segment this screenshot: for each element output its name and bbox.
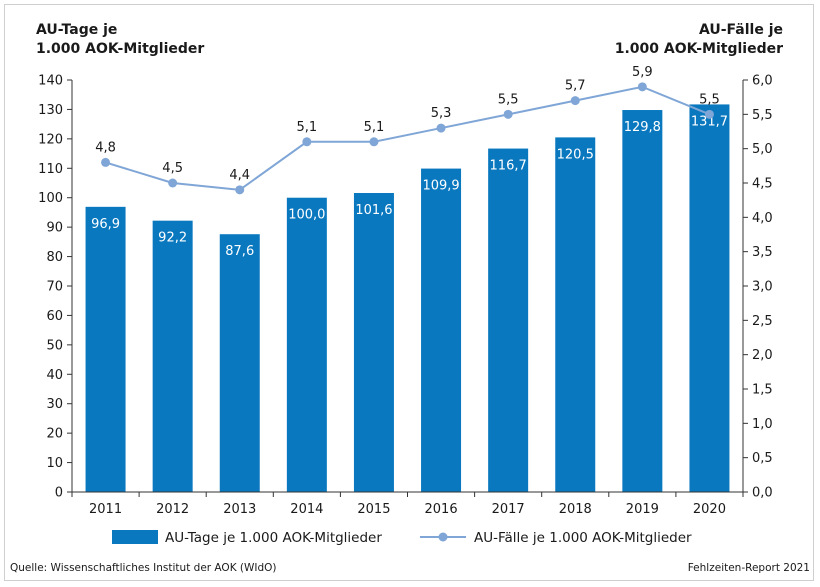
x-tick-label-2016: 2016 — [425, 502, 458, 517]
y-left-tick-label-40: 40 — [46, 368, 63, 383]
bar-label-2014: 100,0 — [288, 208, 325, 223]
line-point-label-2020: 5,5 — [699, 92, 720, 107]
bar-label-2011: 96,9 — [91, 217, 120, 232]
y-left-tick-label-0: 0 — [55, 486, 63, 501]
footer: Quelle: Wissenschaftliches Institut der … — [10, 562, 810, 574]
legend-label-bars: AU-Tage je 1.000 AOK-Mitglieder — [165, 530, 382, 546]
y-left-tick-label-70: 70 — [46, 280, 63, 295]
x-tick-label-2015: 2015 — [357, 502, 390, 517]
bar-label-2016: 109,9 — [422, 179, 459, 194]
legend: AU-Tage je 1.000 AOK-Mitglieder AU-Fälle… — [112, 530, 692, 546]
legend-swatch-bar — [112, 530, 158, 544]
bar-2014 — [286, 197, 327, 492]
x-tick-label-2019: 2019 — [626, 502, 659, 517]
line-series: 4,8 4,5 4,4 5,1 5,1 5,3 5,5 5,7 5,9 5,5 — [95, 65, 720, 195]
bar-2016 — [421, 168, 462, 492]
y-left-title-line-2: 1.000 AOK-Mitglieder — [36, 41, 204, 57]
bar-label-2020: 131,7 — [691, 114, 728, 129]
y-right-tick-label-5: 5,0 — [752, 142, 773, 157]
bar-2018 — [555, 137, 596, 492]
y-left-tick-label-50: 50 — [46, 338, 63, 353]
x-tick-label-2012: 2012 — [156, 502, 189, 517]
bar-2020 — [689, 104, 730, 492]
y-right-title-line-2: 1.000 AOK-Mitglieder — [615, 41, 783, 57]
line-point-2013 — [235, 185, 245, 195]
y-left-tick-label-90: 90 — [46, 221, 63, 236]
line-point-2016 — [436, 123, 446, 133]
y-right-tick-label-3: 3,0 — [752, 280, 773, 295]
bar-2011 — [85, 206, 126, 492]
line-point-2020 — [704, 109, 714, 119]
y-right-tick-label-3.5: 3,5 — [752, 245, 773, 260]
line-path — [105, 85, 710, 191]
line-point-label-2011: 4,8 — [95, 140, 116, 155]
y-left-tick-label-100: 100 — [38, 191, 63, 206]
source-note: Quelle: Wissenschaftliches Institut der … — [10, 562, 277, 574]
y-right-tick-label-0.5: 0,5 — [752, 451, 773, 466]
line-point-2012 — [168, 178, 178, 188]
x-tick-label-2013: 2013 — [223, 502, 256, 517]
chart-frame — [4, 4, 814, 581]
report-name: Fehlzeiten-Report 2021 — [688, 562, 810, 574]
y-right-tick-label-6: 6,0 — [752, 74, 773, 89]
line-point-label-2017: 5,5 — [498, 92, 519, 107]
line-point-2015 — [369, 137, 379, 147]
x-tick-label-2018: 2018 — [559, 502, 592, 517]
line-point-label-2012: 4,5 — [162, 161, 183, 176]
line-point-label-2014: 5,1 — [297, 120, 318, 135]
y-left-tick-label-30: 30 — [46, 397, 63, 412]
bar-series: 96,9 92,2 87,6 100,0 101,6 109,9 116,7 120,5 129… — [85, 104, 730, 492]
y-right-tick-label-5.5: 5,5 — [752, 108, 773, 123]
y-left-tick-label-130: 130 — [38, 103, 63, 118]
bar-label-2012: 92,2 — [158, 231, 187, 246]
line-point-2014 — [302, 137, 312, 147]
y-right-title-line-1: AU-Fälle je — [699, 22, 783, 38]
axis-titles: AU-Tage je 1.000 AOK-Mitglieder AU-Fälle… — [36, 22, 783, 57]
y-right-tick-label-1: 1,0 — [752, 417, 773, 432]
x-tick-label-2014: 2014 — [290, 502, 323, 517]
y-right-tick-label-4.5: 4,5 — [752, 177, 773, 192]
y-right-tick-label-4: 4,0 — [752, 211, 773, 226]
line-point-2019 — [637, 82, 647, 92]
bar-label-2017: 116,7 — [490, 159, 527, 174]
legend-swatch-marker — [438, 532, 448, 542]
y-right-tick-label-2.5: 2,5 — [752, 314, 773, 329]
y-left-tick-label-110: 110 — [38, 162, 63, 177]
bar-label-2019: 129,8 — [624, 120, 661, 135]
y-right-tick-label-1.5: 1,5 — [752, 383, 773, 398]
bar-label-2013: 87,6 — [225, 244, 254, 259]
line-point-2017 — [503, 109, 513, 119]
line-point-label-2013: 4,4 — [229, 168, 250, 183]
bar-2013 — [219, 234, 260, 492]
bar-2017 — [488, 148, 529, 492]
bar-label-2015: 101,6 — [355, 203, 392, 218]
line-point-label-2019: 5,9 — [632, 65, 653, 80]
line-point-label-2018: 5,7 — [565, 79, 586, 94]
axes: 0 10 20 30 40 50 60 70 80 90 100 110 120 130 140 0,0 0,5… — [38, 74, 773, 518]
x-tick-label-2020: 2020 — [693, 502, 726, 517]
y-left-tick-label-80: 80 — [46, 250, 63, 265]
line-point-label-2016: 5,3 — [431, 106, 452, 121]
bar-2012 — [152, 220, 193, 492]
y-right-tick-label-2: 2,0 — [752, 348, 773, 363]
legend-label-line: AU-Fälle je 1.000 AOK-Mitglieder — [474, 530, 692, 546]
line-point-2011 — [101, 157, 111, 167]
y-left-tick-label-20: 20 — [46, 427, 63, 442]
y-right-tick-label-0: 0,0 — [752, 486, 773, 501]
bar-2015 — [353, 193, 394, 492]
y-left-tick-label-10: 10 — [46, 456, 63, 471]
y-left-tick-label-140: 140 — [38, 74, 63, 89]
bar-label-2018: 120,5 — [557, 147, 594, 162]
line-point-label-2015: 5,1 — [364, 120, 385, 135]
bar-2019 — [622, 110, 663, 492]
y-left-title-line-1: AU-Tage je — [36, 22, 117, 38]
y-left-tick-label-60: 60 — [46, 309, 63, 324]
line-point-2018 — [570, 96, 580, 106]
x-tick-label-2017: 2017 — [492, 502, 525, 517]
x-tick-label-2011: 2011 — [89, 502, 122, 517]
y-left-tick-label-120: 120 — [38, 132, 63, 147]
